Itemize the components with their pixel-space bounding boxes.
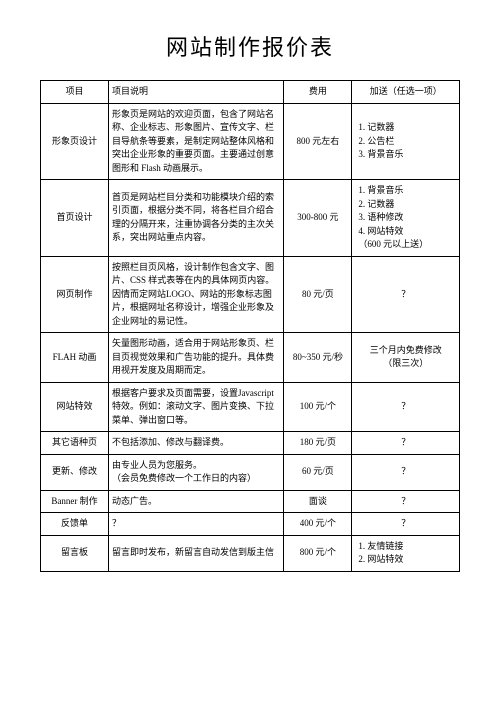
cell-fee: 60 元/页 — [284, 454, 352, 490]
cell-bonus: ？ — [352, 382, 460, 432]
cell-bonus: 1. 记数器 2. 公告栏 3. 背景音乐 — [352, 103, 460, 180]
cell-bonus: ？ — [352, 432, 460, 455]
header-bonus: 加送（任选一项） — [352, 81, 460, 104]
cell-description: 按照栏目页风格，设计制作包含文字、图片、CSS 样式表等在内的具体网页内容。因情… — [108, 256, 284, 333]
cell-fee: 800 元/个 — [284, 535, 352, 571]
cell-description: 留言即时发布，新留言自动发信到版主信 — [108, 535, 284, 571]
table-row: Banner 制作动态广告。面谈？ — [41, 490, 460, 513]
page-title: 网站制作报价表 — [40, 30, 460, 62]
cell-description: 矢量图形动画，适合用于网站形象页、栏目页视觉效果和广告功能的提升。具体费用视开发… — [108, 333, 284, 383]
cell-description: 根据客户要求及页面需要，设置Javascript 特效。例如：滚动文字、图片变换… — [108, 382, 284, 432]
cell-project: 网页制作 — [41, 256, 109, 333]
table-row: 网站特效根据客户要求及页面需要，设置Javascript 特效。例如：滚动文字、… — [41, 382, 460, 432]
table-row: 反馈单？400 元/个？ — [41, 513, 460, 536]
cell-fee: 180 元/页 — [284, 432, 352, 455]
cell-fee: 400 元/个 — [284, 513, 352, 536]
cell-project: 形象页设计 — [41, 103, 109, 180]
cell-fee: 80 元/页 — [284, 256, 352, 333]
table-row: 更新、修改由专业人员为您服务。 （会员免费修改一个工作日的内容）60 元/页？ — [41, 454, 460, 490]
cell-project: 更新、修改 — [41, 454, 109, 490]
cell-description: 不包括添加、修改与翻译费。 — [108, 432, 284, 455]
cell-project: 留言板 — [41, 535, 109, 571]
cell-project: 其它语种页 — [41, 432, 109, 455]
cell-bonus: 1. 背景音乐 2. 记数器 3. 语种修改 4. 网站特效 （600 元以上送… — [352, 180, 460, 257]
table-row: 其它语种页不包括添加、修改与翻译费。180 元/页？ — [41, 432, 460, 455]
cell-bonus: ？ — [352, 256, 460, 333]
header-fee: 费用 — [284, 81, 352, 104]
cell-bonus: ？ — [352, 513, 460, 536]
pricing-table: 项目 项目说明 费用 加送（任选一项） 形象页设计形象页是网站的欢迎页面，包含了… — [40, 80, 460, 572]
table-row: 形象页设计形象页是网站的欢迎页面，包含了网站名称、企业标志、形象图片、宣传文字、… — [41, 103, 460, 180]
cell-bonus: ？ — [352, 490, 460, 513]
cell-project: 反馈单 — [41, 513, 109, 536]
cell-project: FLAH 动画 — [41, 333, 109, 383]
cell-fee: 100 元/个 — [284, 382, 352, 432]
table-header-row: 项目 项目说明 费用 加送（任选一项） — [41, 81, 460, 104]
cell-project: 首页设计 — [41, 180, 109, 257]
cell-bonus: 三个月内免费修改 （限三次） — [352, 333, 460, 383]
cell-description: 由专业人员为您服务。 （会员免费修改一个工作日的内容） — [108, 454, 284, 490]
cell-fee: 80~350 元/秒 — [284, 333, 352, 383]
table-row: 首页设计首页是网站栏目分类和功能模块介绍的索引页面，根据分类不同，将各栏目介绍合… — [41, 180, 460, 257]
cell-fee: 面谈 — [284, 490, 352, 513]
cell-project: 网站特效 — [41, 382, 109, 432]
header-description: 项目说明 — [108, 81, 284, 104]
table-row: 网页制作按照栏目页风格，设计制作包含文字、图片、CSS 样式表等在内的具体网页内… — [41, 256, 460, 333]
cell-description: 形象页是网站的欢迎页面，包含了网站名称、企业标志、形象图片、宣传文字、栏目导航条… — [108, 103, 284, 180]
header-project: 项目 — [41, 81, 109, 104]
cell-fee: 800 元左右 — [284, 103, 352, 180]
cell-description: 首页是网站栏目分类和功能模块介绍的索引页面，根据分类不同，将各栏目介绍合理的分隔… — [108, 180, 284, 257]
cell-description: ？ — [108, 513, 284, 536]
cell-description: 动态广告。 — [108, 490, 284, 513]
cell-fee: 300-800 元 — [284, 180, 352, 257]
cell-bonus: ？ — [352, 454, 460, 490]
table-row: 留言板留言即时发布，新留言自动发信到版主信800 元/个1. 友情链接 2. 网… — [41, 535, 460, 571]
table-row: FLAH 动画矢量图形动画，适合用于网站形象页、栏目页视觉效果和广告功能的提升。… — [41, 333, 460, 383]
cell-bonus: 1. 友情链接 2. 网站特效 — [352, 535, 460, 571]
cell-project: Banner 制作 — [41, 490, 109, 513]
